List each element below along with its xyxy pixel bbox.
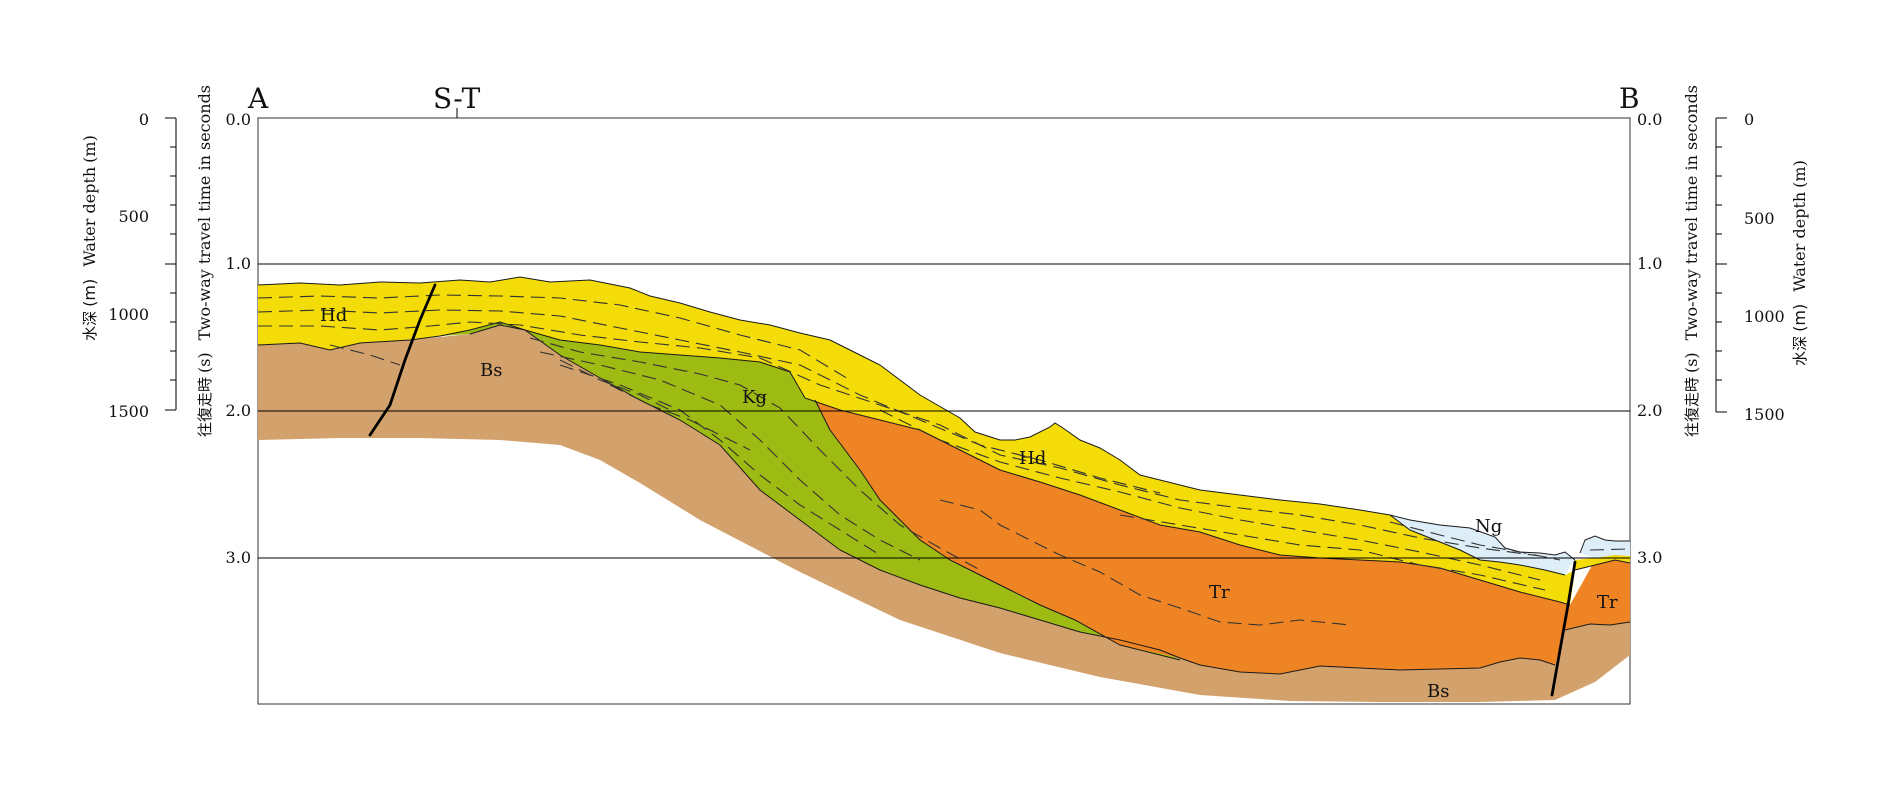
boundary-tr-base-right bbox=[1564, 621, 1631, 631]
left-depth-scale: 0 500 1000 1500 bbox=[108, 110, 177, 421]
twt-grid bbox=[258, 263, 1630, 559]
svg-text:1500: 1500 bbox=[108, 402, 149, 421]
svg-text:500: 500 bbox=[118, 207, 149, 226]
svg-text:2.0: 2.0 bbox=[1637, 401, 1662, 420]
left-depth-axis-title: 水深(m)Water depth(m) bbox=[80, 135, 99, 341]
left-twt-axis: 0.0 1.0 2.0 3.0 bbox=[226, 110, 251, 567]
fault-st bbox=[368, 283, 437, 437]
boundary-tr-top-right bbox=[1574, 559, 1631, 571]
boundary-ng-base bbox=[1389, 514, 1566, 576]
internal-reflectors bbox=[257, 294, 1631, 626]
boundary-kg-tr bbox=[814, 399, 1181, 661]
svg-text:1000: 1000 bbox=[108, 305, 149, 324]
label-tr-right: Tr bbox=[1597, 592, 1618, 613]
svg-text:1500: 1500 bbox=[1744, 405, 1785, 424]
fault-east bbox=[1550, 560, 1577, 697]
unit-kg-fill bbox=[440, 322, 1180, 660]
boundary-seafloor-right bbox=[1579, 535, 1630, 554]
boundary-tr-base bbox=[1179, 657, 1556, 675]
label-hd-upper: Hd bbox=[320, 305, 347, 326]
unit-ng-fill bbox=[1390, 515, 1630, 575]
label-tr-center: Tr bbox=[1209, 582, 1230, 603]
svg-text:3.0: 3.0 bbox=[1637, 548, 1662, 567]
right-twt-axis: 0.0 1.0 2.0 3.0 bbox=[1637, 110, 1662, 567]
label-hd-lower: Hd bbox=[1019, 448, 1046, 469]
svg-text:500: 500 bbox=[1744, 209, 1775, 228]
section-end-b: B bbox=[1619, 82, 1640, 115]
label-bs-lower: Bs bbox=[1427, 681, 1449, 702]
unit-bs-fill bbox=[258, 325, 1630, 702]
svg-text:2.0: 2.0 bbox=[226, 401, 251, 420]
svg-text:1.0: 1.0 bbox=[1637, 254, 1662, 273]
svg-text:0.0: 0.0 bbox=[1637, 110, 1662, 129]
right-twt-axis-title: 往復走時(s)Two-way travel time in seconds bbox=[1682, 85, 1701, 437]
label-bs-upper: Bs bbox=[480, 360, 502, 381]
boundary-seafloor bbox=[257, 276, 1576, 561]
boundary-kg-base bbox=[469, 324, 1181, 659]
right-depth-axis-title: 水深(m)Water depth(m) bbox=[1790, 160, 1809, 366]
unit-tr-fill bbox=[805, 398, 1630, 674]
svg-text:0.0: 0.0 bbox=[226, 110, 251, 129]
svg-text:0: 0 bbox=[1744, 110, 1754, 129]
svg-text:3.0: 3.0 bbox=[226, 548, 251, 567]
section-end-a: A bbox=[247, 82, 269, 115]
svg-text:1.0: 1.0 bbox=[226, 254, 251, 273]
left-twt-axis-title: 往復走時(s)Two-way travel time in seconds bbox=[195, 85, 214, 437]
label-kg: Kg bbox=[742, 387, 767, 408]
svg-text:1000: 1000 bbox=[1744, 307, 1785, 326]
boundary-hd-base bbox=[257, 321, 1571, 606]
svg-text:0: 0 bbox=[139, 110, 149, 129]
right-depth-scale: 0 500 1000 1500 bbox=[1715, 110, 1785, 424]
label-ng: Ng bbox=[1475, 516, 1502, 537]
